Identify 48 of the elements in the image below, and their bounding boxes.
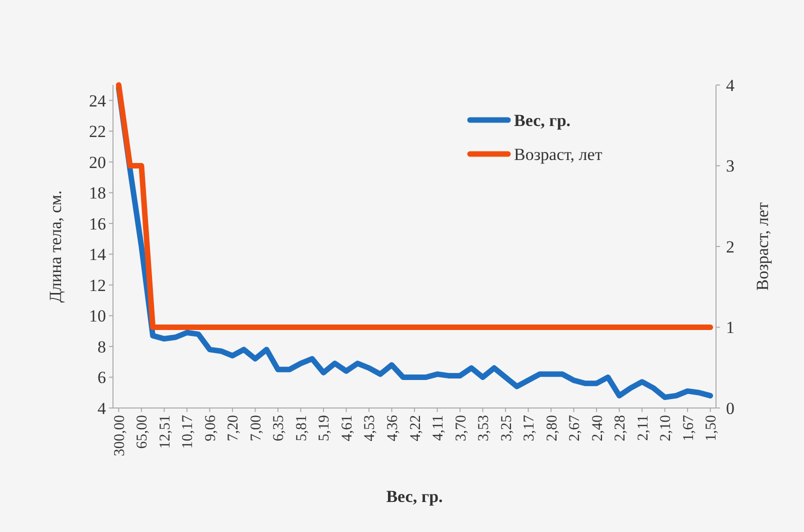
- x-tick-label: 7,20: [226, 415, 242, 442]
- y2-tick-label: 4: [726, 76, 735, 95]
- x-tick-label: 3,53: [476, 415, 492, 442]
- x-tick-label: 4,36: [384, 414, 401, 442]
- y-tick-label: 22: [89, 122, 106, 142]
- x-tick-label: 3,17: [522, 414, 538, 442]
- x-tick-label: 12,51: [157, 415, 174, 449]
- y-tick-label: 4: [98, 398, 106, 418]
- y-tick-label: 12: [89, 276, 106, 295]
- x-axis-title: Вес, гр.: [386, 487, 443, 506]
- x-tick-label: 2,40: [590, 415, 606, 442]
- x-tick-label: 4,53: [362, 415, 378, 442]
- x-tick-label: 1,67: [680, 414, 697, 442]
- y-tick-label: 18: [89, 184, 106, 203]
- legend-label: Вес, гр.: [514, 110, 571, 130]
- x-tick-label: 2,28: [612, 415, 629, 442]
- y2-tick-label: 2: [726, 237, 734, 256]
- x-tick-label: 10,17: [180, 414, 196, 449]
- x-tick-label: 2,67: [567, 414, 584, 442]
- x-tick-label: 6,35: [271, 415, 288, 442]
- x-tick-label: 4,22: [408, 415, 424, 442]
- x-tick-label: 5,19: [316, 415, 333, 442]
- y-tick-label: 20: [89, 152, 106, 172]
- y2-tick-label: 3: [726, 156, 734, 176]
- x-tick-label: 1,50: [704, 415, 720, 442]
- y-tick-label: 6: [98, 368, 106, 388]
- y-tick-label: 8: [98, 337, 106, 356]
- x-tick-label: 3,25: [498, 415, 515, 442]
- x-tick-label: 5,81: [294, 415, 310, 442]
- y2-axis-title: Возраст, лет: [753, 202, 772, 291]
- x-tick-label: 4,61: [339, 415, 356, 442]
- x-tick-label: 7,00: [248, 415, 264, 442]
- y-tick-label: 24: [89, 91, 106, 110]
- x-tick-label: 4,11: [430, 415, 447, 441]
- y-tick-label: 14: [89, 245, 106, 264]
- y2-tick-label: 1: [726, 318, 734, 338]
- x-tick-label: 9,06: [202, 414, 219, 442]
- x-tick-label: 2,11: [635, 415, 652, 441]
- y-axis-title: Длина тела, см.: [46, 190, 65, 303]
- x-tick-label: 2,10: [658, 415, 674, 442]
- x-tick-label: 2,80: [544, 415, 560, 442]
- y2-tick-label: 0: [726, 398, 734, 418]
- x-tick-label: 3,70: [453, 415, 470, 442]
- legend-label: Возраст, лет: [514, 144, 603, 164]
- x-tick-label: 65,00: [134, 415, 151, 449]
- y-tick-label: 10: [89, 306, 106, 326]
- x-tick-label: 300,00: [112, 415, 128, 456]
- y-tick-label: 16: [89, 214, 106, 234]
